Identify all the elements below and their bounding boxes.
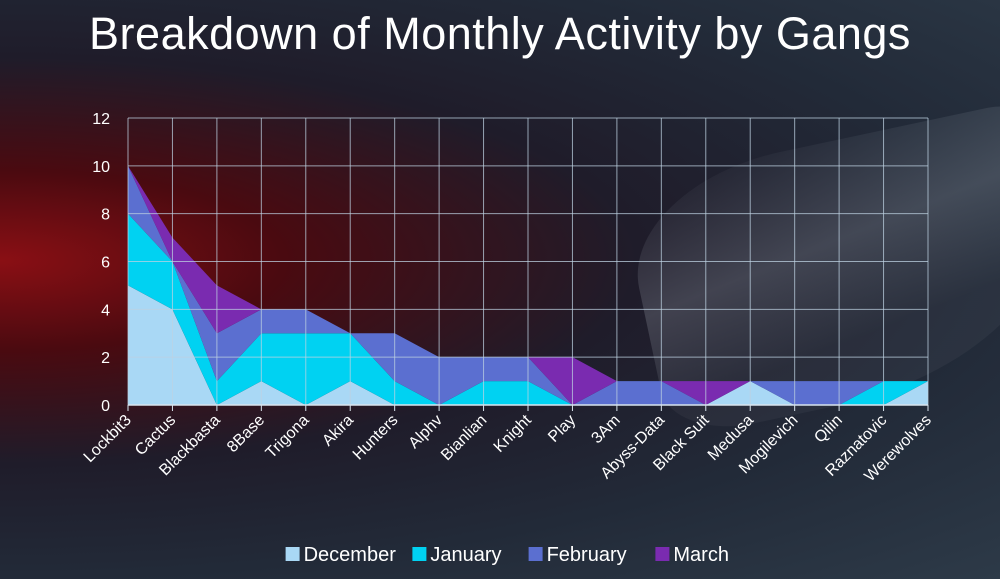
legend-swatch-january <box>412 547 427 561</box>
y-tick-label: 10 <box>92 159 110 176</box>
x-tick-label: Lockbit3 <box>81 412 135 466</box>
legend-label-february: February <box>547 544 627 566</box>
legend: December January February March <box>285 544 729 566</box>
legend-swatch-december <box>285 547 300 561</box>
y-axis-ticks: 0 2 4 6 8 10 12 <box>92 111 110 415</box>
chart-title: Breakdown of Monthly Activity by Gangs <box>89 8 911 59</box>
x-tick-label: 3Am <box>588 412 623 447</box>
x-tick-label: Akira <box>319 412 357 450</box>
x-tick-label: Alphv <box>406 412 446 452</box>
x-tick-label: Play <box>545 412 579 446</box>
y-tick-label: 2 <box>101 350 110 367</box>
legend-label-march: March <box>673 544 729 566</box>
legend-swatch-february <box>528 547 543 561</box>
x-tick-label: 8Base <box>224 412 268 456</box>
x-tick-label: Knight <box>491 411 535 455</box>
area-december <box>128 285 928 405</box>
legend-label-january: January <box>430 544 501 566</box>
x-tick-label: Qilin <box>811 412 846 447</box>
legend-label-december: December <box>304 544 397 566</box>
x-tick-label: Bianlian <box>438 412 490 464</box>
y-tick-label: 6 <box>101 255 110 272</box>
y-tick-label: 8 <box>101 207 110 224</box>
x-tick-label: Trigona <box>263 412 313 462</box>
y-tick-label: 4 <box>101 302 110 319</box>
grid-lines <box>127 117 929 411</box>
y-tick-label: 12 <box>92 111 110 128</box>
legend-swatch-march <box>655 547 670 561</box>
y-tick-label: 0 <box>101 398 110 415</box>
x-tick-label: Hunters <box>350 412 402 464</box>
